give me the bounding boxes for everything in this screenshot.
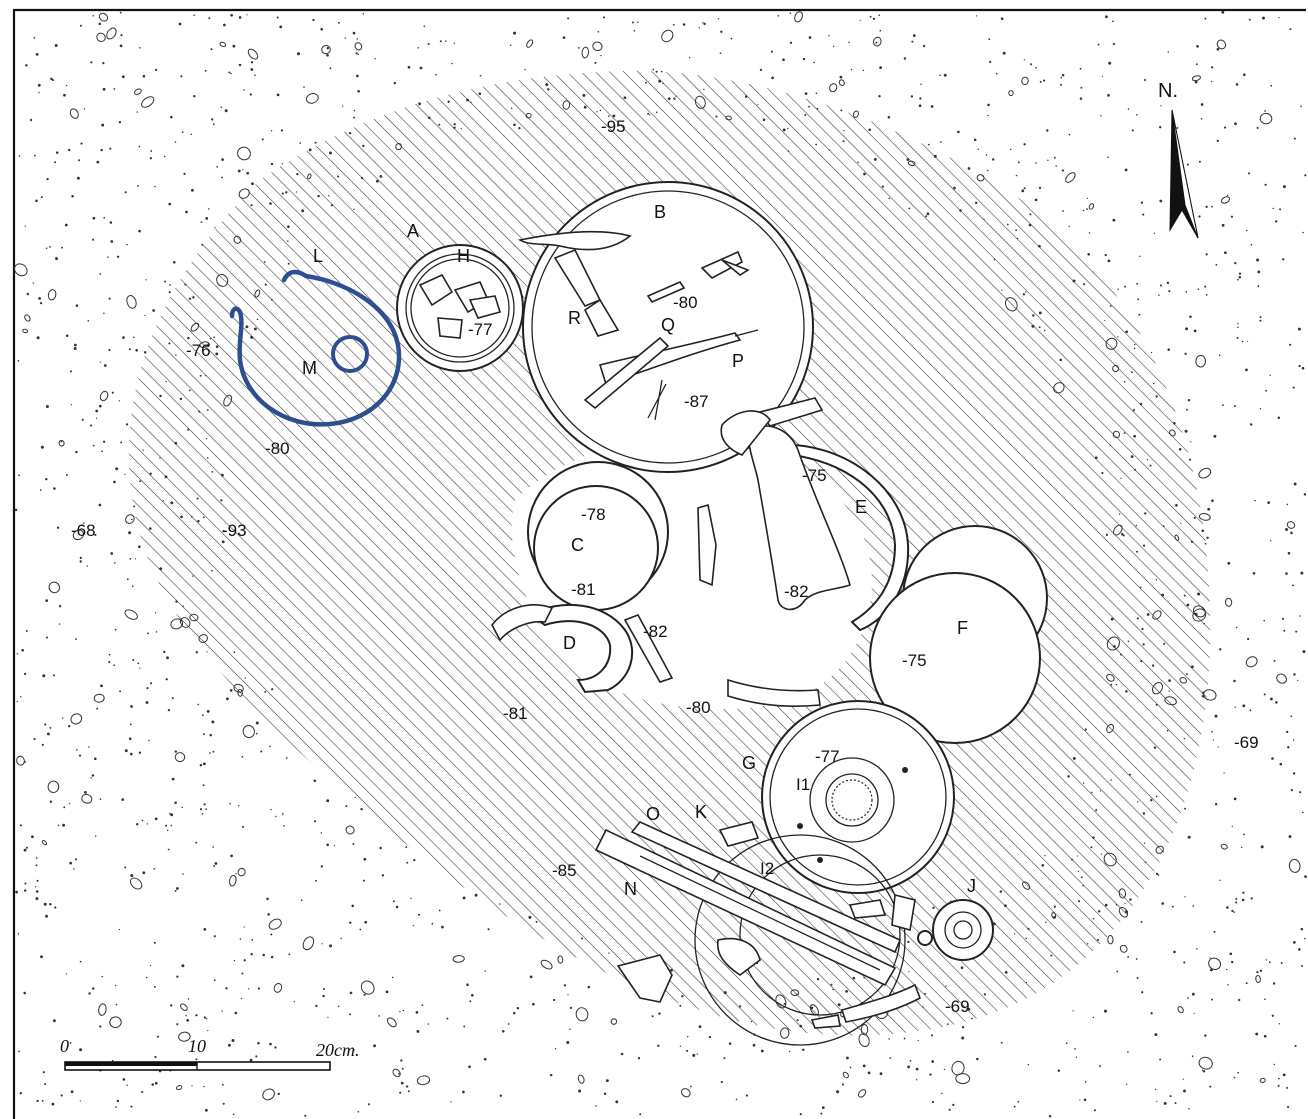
letter-l: L	[313, 246, 323, 266]
depth-label: -93	[222, 521, 247, 540]
depth-label: -75	[802, 466, 827, 485]
depth-label: -77	[468, 320, 493, 339]
bone-fragment-center	[720, 397, 851, 611]
depth-label: -76	[186, 341, 211, 360]
depth-label: -80	[673, 293, 698, 312]
vessel-c	[527, 461, 669, 611]
sherd-south	[727, 678, 821, 708]
depth-label: -81	[503, 704, 528, 723]
scale-tick-20: 20cm.	[316, 1040, 360, 1060]
long-bone-n	[594, 828, 897, 987]
scale-tick-10: 10	[188, 1036, 206, 1056]
object-letters: A B C D E F G H I1 I2 J K L M N O P Q R	[302, 202, 976, 899]
depth-label: -80	[265, 439, 290, 458]
depth-label: -81	[571, 580, 596, 599]
letter-q: Q	[661, 315, 675, 335]
fragments-h	[418, 273, 502, 339]
vessel-d	[491, 603, 674, 694]
letter-b: B	[654, 202, 666, 222]
letter-i1: I1	[796, 775, 810, 794]
letter-r: R	[568, 308, 581, 328]
vessel-f	[869, 525, 1048, 744]
north-label: N.	[1158, 80, 1178, 102]
depth-labels: -95 -76 -80 -68 -93 -77 -80 -87 -75 -78 …	[71, 117, 1259, 1016]
depth-label: -75	[902, 651, 927, 670]
tooth-fragment	[697, 503, 717, 587]
vessel-a-cup	[396, 244, 524, 372]
letter-p: P	[732, 351, 744, 371]
fragments-in-b	[517, 230, 750, 337]
north-arrow-icon	[1169, 109, 1199, 239]
vessel-e	[772, 443, 910, 632]
depth-label: -82	[784, 582, 809, 601]
bronze-ring-m	[331, 335, 369, 373]
depth-label: -69	[1234, 733, 1259, 752]
depth-label: -87	[684, 392, 709, 411]
letter-c: C	[571, 535, 584, 555]
letter-h: H	[457, 246, 470, 266]
scale-tick-0: 0	[60, 1036, 69, 1056]
letter-a: A	[407, 221, 419, 241]
awl-q	[583, 336, 670, 421]
depth-label: -77	[815, 747, 840, 766]
depth-label: -85	[552, 861, 577, 880]
letter-e: E	[855, 497, 867, 517]
letter-k: K	[695, 802, 707, 822]
letter-d: D	[563, 633, 576, 653]
disc-i1	[797, 757, 908, 863]
letter-g: G	[742, 753, 756, 773]
scale-bar	[64, 1061, 331, 1071]
depth-label: -78	[581, 505, 606, 524]
bone-o	[630, 821, 902, 954]
frame-border	[12, 8, 1306, 1119]
letter-j: J	[967, 876, 976, 896]
bronze-spiral-l	[229, 269, 402, 427]
ornament-j	[917, 899, 994, 961]
depth-label: -69	[945, 997, 970, 1016]
letter-n: N	[624, 879, 637, 899]
depth-label: -95	[601, 117, 626, 136]
depth-label: -82	[643, 622, 668, 641]
vessel-i2-fragments	[694, 821, 921, 1046]
depth-label: -68	[71, 521, 96, 540]
letter-m: M	[302, 358, 317, 378]
letter-o: O	[646, 804, 660, 824]
letter-f: F	[957, 618, 968, 638]
letter-i2: I2	[760, 859, 774, 878]
sherd-southwest	[616, 954, 673, 1003]
depth-label: -80	[686, 698, 711, 717]
